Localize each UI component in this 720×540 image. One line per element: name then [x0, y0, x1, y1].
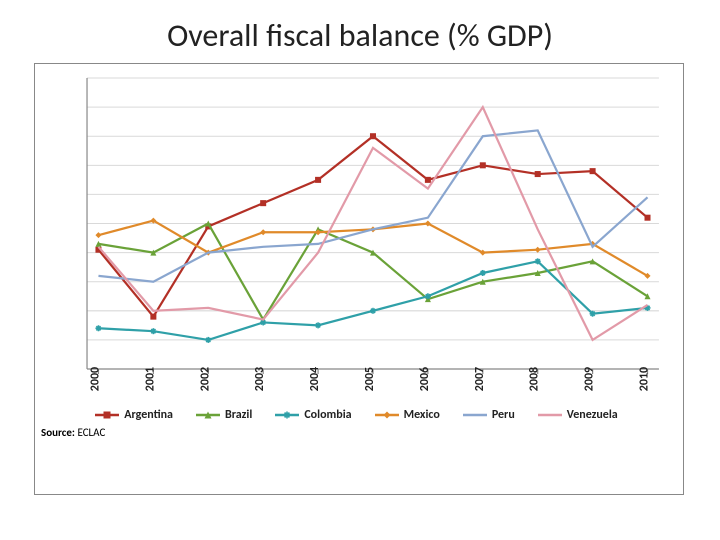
- legend-item: Mexico: [374, 408, 440, 422]
- legend-label: Venezuela: [567, 408, 618, 422]
- legend-label: Mexico: [404, 408, 440, 422]
- svg-text:2002: 2002: [198, 367, 212, 391]
- legend-item: Argentina: [94, 408, 173, 422]
- legend: Argentina Brazil Colombia Mexico Peru Venezue…: [73, 408, 639, 422]
- plot-area: 4,03,02,01,00,0-1,0-2,0-3,0-4,0-5,0-6,02…: [81, 72, 665, 402]
- legend-item: Venezuela: [537, 408, 618, 422]
- legend-label: Brazil: [225, 408, 252, 422]
- legend-item: Peru: [462, 408, 515, 422]
- svg-text:2007: 2007: [473, 367, 487, 391]
- legend-label: Argentina: [124, 408, 173, 422]
- chart-container: 4,03,02,01,00,0-1,0-2,0-3,0-4,0-5,0-6,02…: [34, 63, 684, 495]
- chart-title: Overall fiscal balance (% GDP): [0, 0, 720, 63]
- chart-svg: 4,03,02,01,00,0-1,0-2,0-3,0-4,0-5,0-6,02…: [81, 72, 665, 403]
- legend-item: Colombia: [274, 408, 351, 422]
- svg-text:2009: 2009: [583, 367, 597, 391]
- legend-item: Brazil: [195, 408, 252, 422]
- legend-label: Peru: [492, 408, 515, 422]
- svg-text:2008: 2008: [528, 367, 542, 391]
- svg-text:2006: 2006: [418, 367, 432, 391]
- svg-text:2000: 2000: [88, 367, 102, 391]
- svg-text:2003: 2003: [253, 367, 267, 391]
- legend-label: Colombia: [304, 408, 351, 422]
- svg-text:2001: 2001: [143, 367, 157, 391]
- source-value: ECLAC: [77, 426, 105, 439]
- source-note: Source: ECLAC: [41, 426, 673, 439]
- svg-text:2010: 2010: [638, 367, 652, 391]
- svg-text:2005: 2005: [363, 367, 377, 391]
- source-label: Source:: [41, 426, 75, 439]
- svg-text:2004: 2004: [308, 367, 322, 391]
